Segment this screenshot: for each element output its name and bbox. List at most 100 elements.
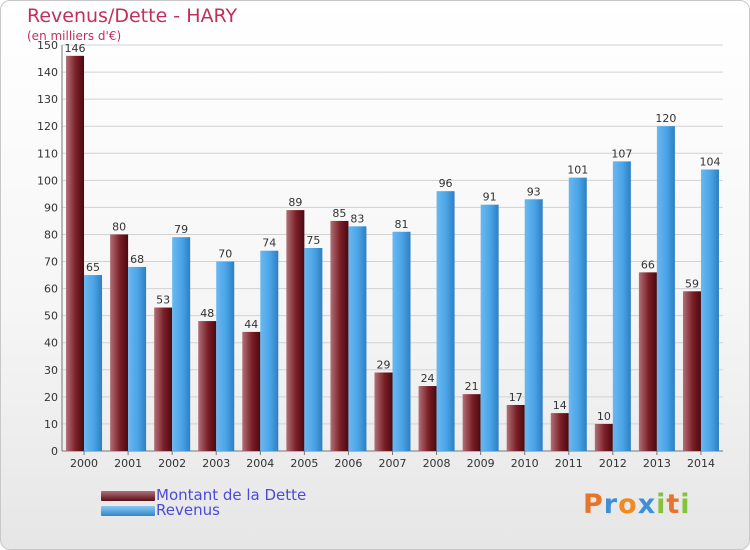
data-label-dette: 66 bbox=[641, 258, 655, 271]
bar-revenus bbox=[524, 199, 543, 451]
x-tick-label: 2000 bbox=[70, 457, 98, 470]
data-label-revenus: 93 bbox=[527, 185, 541, 198]
y-tick-label: 20 bbox=[44, 391, 58, 404]
bar-dette bbox=[286, 210, 305, 451]
data-label-dette: 146 bbox=[65, 42, 86, 55]
x-tick-label: 2006 bbox=[334, 457, 362, 470]
legend-swatch-dette bbox=[101, 491, 155, 501]
x-tick-label: 2007 bbox=[379, 457, 407, 470]
data-label-revenus: 70 bbox=[218, 248, 232, 261]
y-tick-label: 60 bbox=[44, 283, 58, 296]
x-tick-label: 2009 bbox=[467, 457, 495, 470]
bar-revenus bbox=[480, 204, 499, 451]
y-tick-label: 40 bbox=[44, 337, 58, 350]
bar-dette bbox=[154, 307, 173, 451]
data-label-dette: 10 bbox=[597, 410, 611, 423]
bar-dette bbox=[66, 55, 85, 452]
data-label-revenus: 104 bbox=[699, 156, 720, 169]
legend-swatch-revenus bbox=[101, 506, 155, 516]
data-label-revenus: 83 bbox=[350, 212, 364, 225]
bar-dette bbox=[506, 404, 525, 451]
data-label-dette: 53 bbox=[156, 294, 170, 307]
data-label-revenus: 101 bbox=[567, 164, 588, 177]
data-label-dette: 24 bbox=[421, 372, 435, 385]
bar-revenus bbox=[656, 126, 675, 451]
x-tick-label: 2012 bbox=[599, 457, 627, 470]
x-tick-label: 2004 bbox=[246, 457, 274, 470]
data-label-revenus: 79 bbox=[174, 223, 188, 236]
bar-dette bbox=[550, 413, 569, 451]
bar-dette bbox=[374, 372, 393, 451]
data-label-dette: 80 bbox=[112, 220, 126, 233]
data-label-revenus: 75 bbox=[306, 234, 320, 247]
bar-dette bbox=[198, 321, 217, 451]
logo-letter: x bbox=[637, 489, 657, 520]
data-label-revenus: 68 bbox=[130, 253, 144, 266]
y-tick-label: 130 bbox=[37, 93, 58, 106]
y-tick-label: 50 bbox=[44, 310, 58, 323]
logo-letter: i bbox=[680, 489, 691, 520]
y-tick-label: 120 bbox=[37, 120, 58, 133]
data-label-dette: 59 bbox=[685, 277, 699, 290]
bar-dette bbox=[638, 272, 657, 451]
data-label-dette: 14 bbox=[553, 399, 567, 412]
y-tick-label: 80 bbox=[44, 228, 58, 241]
legend-label-dette: Montant de la Dette bbox=[156, 486, 307, 504]
data-label-revenus: 107 bbox=[611, 147, 632, 160]
data-label-dette: 85 bbox=[332, 207, 346, 220]
y-tick-label: 70 bbox=[44, 256, 58, 269]
bar-revenus bbox=[348, 226, 367, 451]
bar-revenus bbox=[128, 266, 147, 451]
logo-letter: i bbox=[656, 489, 667, 520]
legend-label-revenus: Revenus bbox=[156, 501, 220, 519]
bar-revenus bbox=[436, 191, 455, 451]
data-label-revenus: 81 bbox=[395, 218, 409, 231]
bar-revenus bbox=[84, 275, 103, 451]
x-tick-label: 2005 bbox=[290, 457, 318, 470]
chart-subtitle: (en milliers d'€) bbox=[27, 29, 122, 43]
bar-dette bbox=[330, 220, 349, 451]
x-tick-label: 2011 bbox=[555, 457, 583, 470]
data-label-revenus: 91 bbox=[483, 191, 497, 204]
y-tick-label: 0 bbox=[51, 445, 58, 458]
proxiti-logo: Proxiti bbox=[583, 489, 691, 520]
bar-dette bbox=[110, 234, 129, 451]
data-label-dette: 29 bbox=[377, 359, 391, 372]
y-tick-label: 10 bbox=[44, 418, 58, 431]
data-label-revenus: 65 bbox=[86, 261, 100, 274]
bar-revenus bbox=[304, 248, 323, 451]
logo-letter: P bbox=[583, 489, 604, 520]
bar-revenus bbox=[392, 231, 411, 451]
bar-dette bbox=[418, 386, 437, 451]
x-tick-label: 2013 bbox=[643, 457, 671, 470]
data-label-dette: 21 bbox=[465, 380, 479, 393]
bar-revenus bbox=[612, 161, 631, 452]
bar-dette bbox=[594, 423, 613, 451]
data-label-dette: 44 bbox=[244, 318, 258, 331]
x-tick-label: 2003 bbox=[202, 457, 230, 470]
y-tick-label: 110 bbox=[37, 147, 58, 160]
data-label-dette: 48 bbox=[200, 307, 214, 320]
bar-dette bbox=[462, 394, 481, 451]
x-tick-label: 2001 bbox=[114, 457, 142, 470]
logo-letter: t bbox=[666, 489, 681, 520]
bar-revenus bbox=[700, 169, 719, 452]
bar-dette bbox=[682, 291, 701, 451]
x-tick-label: 2002 bbox=[158, 457, 186, 470]
x-tick-label: 2008 bbox=[423, 457, 451, 470]
y-tick-label: 150 bbox=[37, 39, 58, 52]
bar-revenus bbox=[568, 177, 587, 452]
data-label-revenus: 120 bbox=[655, 112, 676, 125]
y-tick-label: 100 bbox=[37, 174, 58, 187]
data-label-revenus: 74 bbox=[262, 237, 276, 250]
bar-revenus bbox=[260, 250, 279, 451]
logo-letter: o bbox=[618, 489, 638, 520]
bar-revenus bbox=[216, 261, 235, 451]
bar-dette bbox=[242, 331, 261, 451]
data-label-dette: 17 bbox=[509, 391, 523, 404]
y-tick-label: 90 bbox=[44, 201, 58, 214]
chart-title: Revenus/Dette - HARY bbox=[27, 5, 238, 27]
logo-letter: r bbox=[603, 489, 619, 520]
